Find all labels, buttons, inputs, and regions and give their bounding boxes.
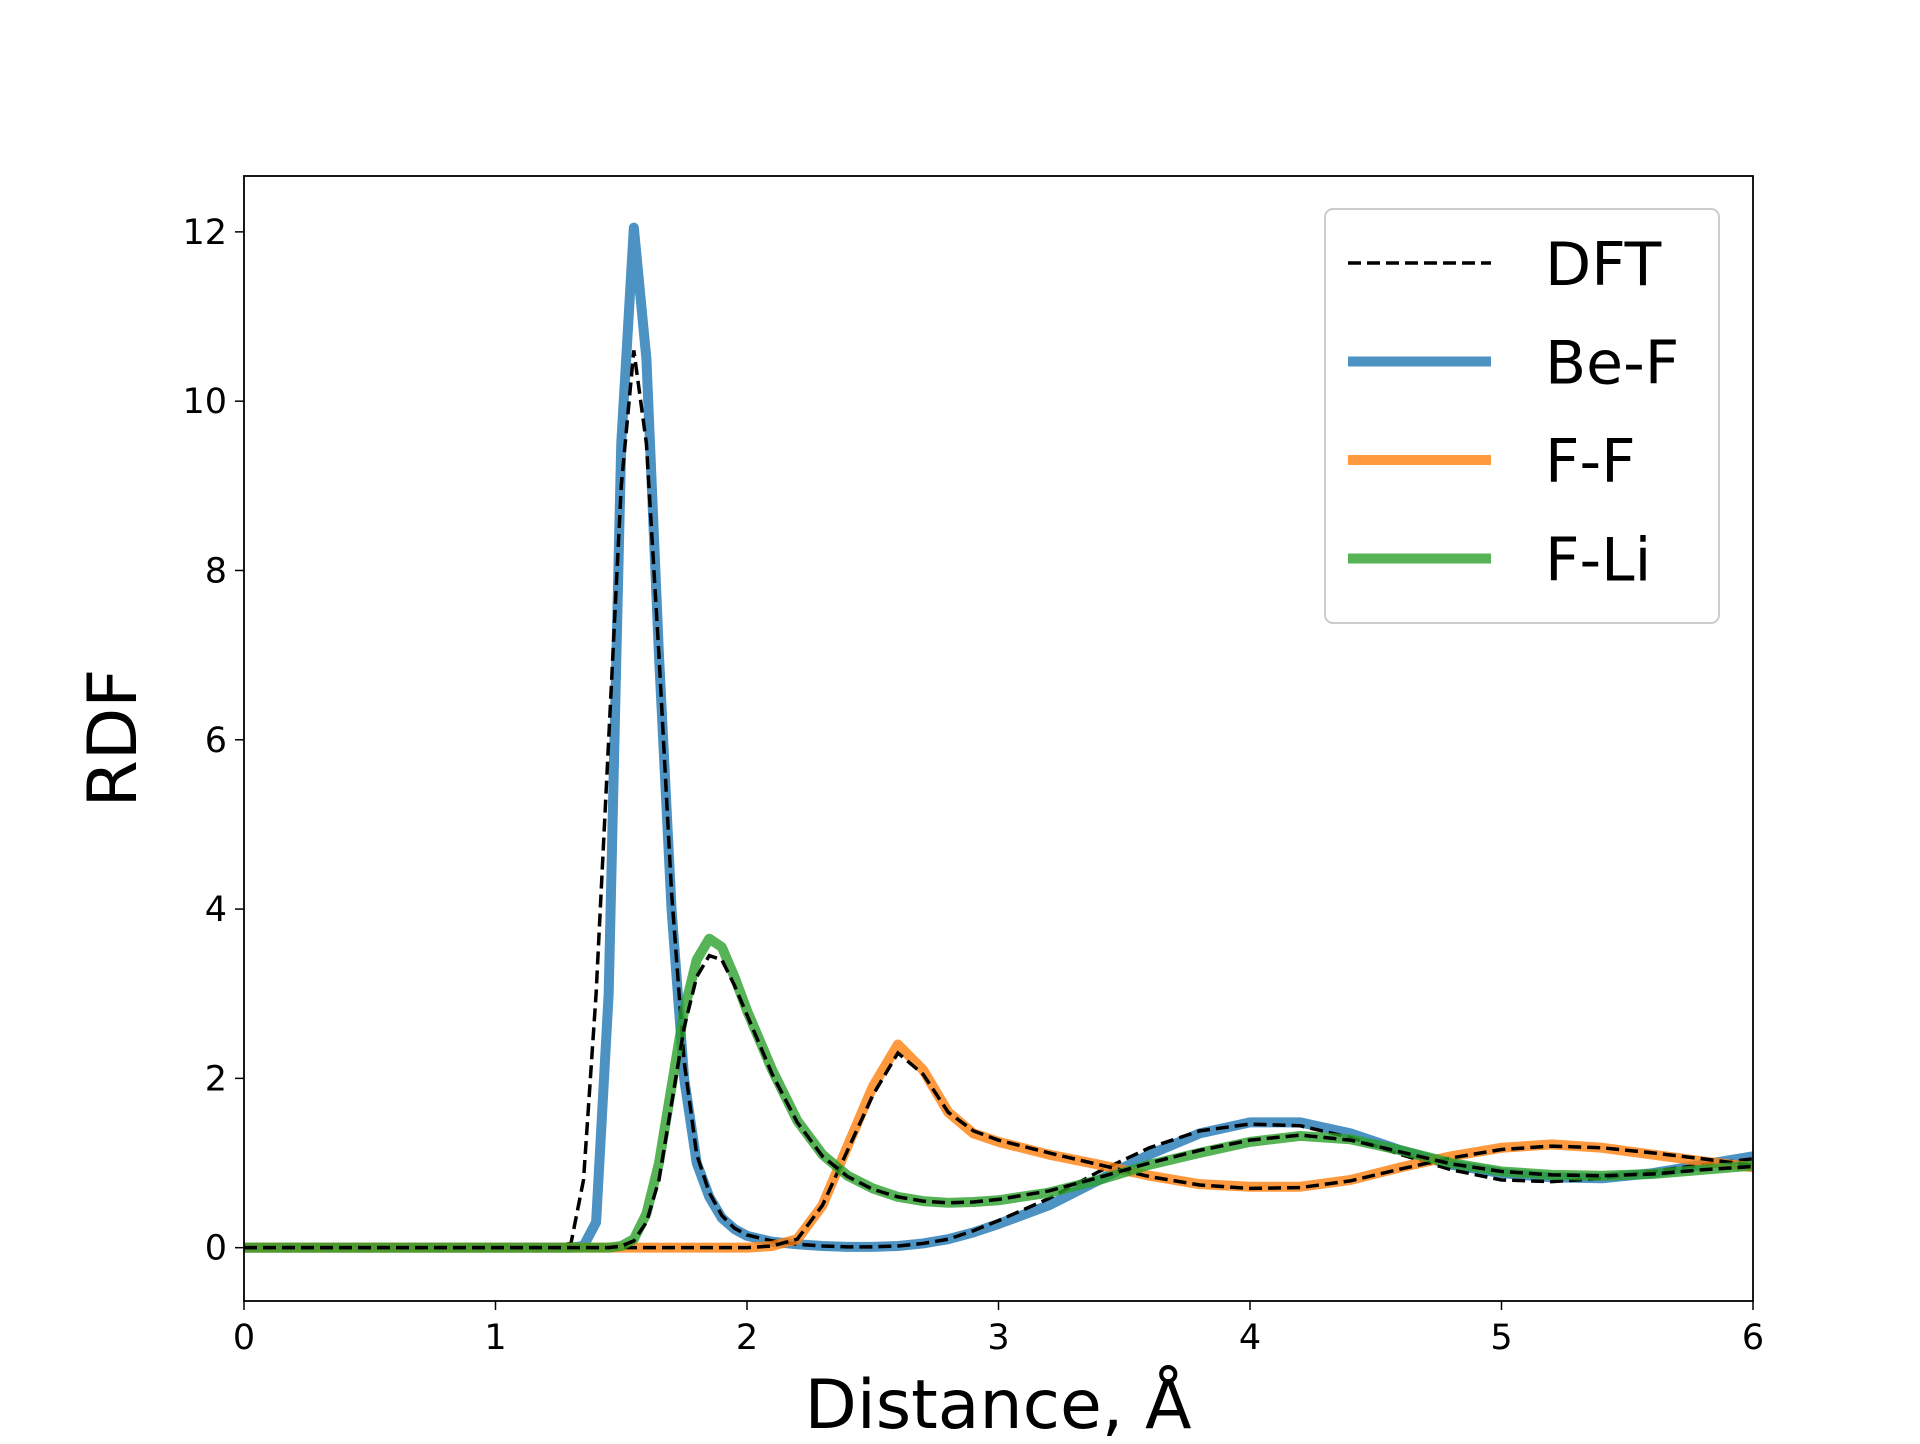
x-tick-label: 6: [1742, 1318, 1764, 1358]
legend-label: Be-F: [1545, 329, 1679, 399]
y-tick-label: 4: [205, 890, 227, 930]
x-tick-label: 3: [987, 1318, 1009, 1358]
x-axis-label: Distance, Å: [804, 1364, 1191, 1440]
series-line: [244, 933, 1753, 1253]
x-tick-label: 0: [233, 1318, 255, 1358]
y-tick-label: 12: [182, 213, 227, 253]
reference-line: [244, 953, 1753, 1250]
series-line: [244, 1039, 1753, 1253]
legend-label: F-F: [1545, 427, 1636, 497]
x-tick-label: 5: [1490, 1318, 1512, 1358]
y-tick-label: 6: [205, 721, 227, 761]
x-tick-label: 4: [1239, 1318, 1261, 1358]
y-tick-label: 2: [205, 1059, 227, 1099]
plot-frame: [243, 175, 1754, 1302]
y-tick-label: 0: [205, 1229, 227, 1269]
x-tick-label: 2: [736, 1318, 758, 1358]
legend-box: [1324, 208, 1720, 624]
legend-label: F-Li: [1545, 526, 1651, 596]
y-axis-label: RDF: [74, 669, 153, 808]
legend-label: DFT: [1545, 230, 1662, 300]
y-tick-label: 10: [182, 382, 227, 422]
x-tick-label: 1: [484, 1318, 506, 1358]
y-tick-label: 8: [205, 551, 227, 591]
